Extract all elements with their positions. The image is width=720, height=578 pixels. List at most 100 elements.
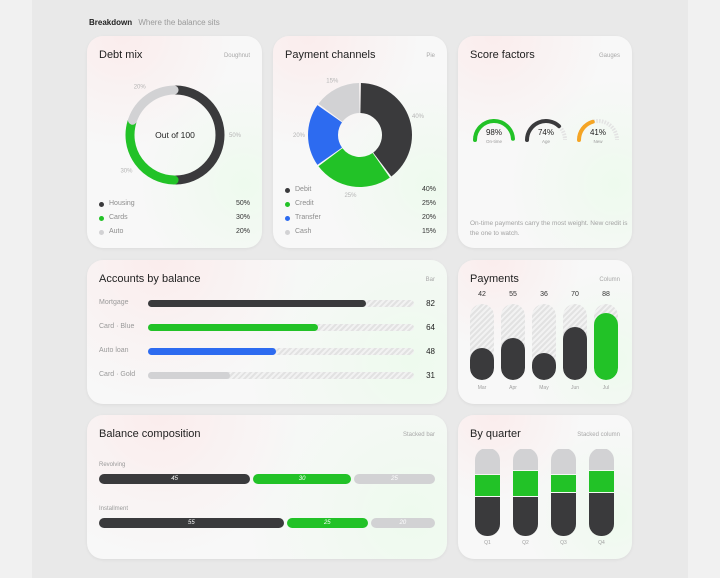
gauge-fill-age [525,119,562,142]
pie-ring-label: 25% [344,193,357,199]
composition-row-label: Revolving [99,462,126,468]
legend-label: Transfer [295,214,321,221]
quarter-segment [551,475,576,492]
legend-item: Housing 50% [99,200,250,210]
gauge-label: Age [542,139,551,144]
quarter-column: Q1 [475,448,500,548]
legend-label: Debit [295,186,312,193]
legend-dot [285,230,290,235]
legend-item: Credit 25% [285,200,436,210]
donut-slice-housing [171,85,225,185]
pie-ring-label: 40% [412,114,425,120]
legend-dot [99,230,104,235]
account-bar-fill [148,324,319,331]
quarter-segment [513,449,538,470]
gauge-value: 74% [538,128,554,137]
quarter-track [551,448,576,536]
payment-column: 55 Apr [501,290,525,394]
card-title: Debt mix [99,49,143,61]
legend-value: 20% [421,214,436,221]
account-value: 48 [426,347,435,356]
quarter-column: Q3 [551,448,576,548]
legend-value: 40% [421,186,436,193]
quarters-card: By quarter Stacked column Q1 Q2 Q3 Q4 [458,415,632,559]
quarter-segment [551,449,576,475]
payment-value: 36 [540,291,548,298]
card-title: Balance composition [99,428,201,440]
legend-label: Credit [295,200,314,207]
payment-fill [532,352,556,380]
payment-track [501,304,525,380]
account-label: Card · Blue [99,323,135,330]
card-title: Payment channels [285,49,376,61]
quarter-segment [589,493,614,536]
section-header: Breakdown Where the balance sits [89,18,220,27]
account-value: 82 [426,299,435,308]
quarter-segment [475,475,500,497]
donut-ring-label: 20% [134,84,147,90]
chart-type-tag: Stacked column [577,432,620,438]
legend-label: Cash [295,228,312,235]
composition-segment: 30 [253,474,351,484]
chart-type-tag: Gauges [598,53,620,59]
composition-segment: 45 [99,474,251,484]
payment-value: 55 [509,291,517,298]
legend-item: Debit 40% [285,186,436,196]
donut-slice-cards [125,117,179,185]
chart-type-tag: Bar [425,277,435,283]
payment-value: 70 [571,291,579,298]
composition-row-label: Installment [99,506,129,512]
donut-slice-auto [128,85,179,125]
account-bar-fill [148,348,276,355]
pie-slice-debit [360,83,412,177]
legend-value: 25% [421,200,436,207]
account-bar-fill [148,300,367,307]
gauge-value: 41% [590,128,606,137]
debt-mix-donut: 50% 30% 20% Out of 100 [120,84,242,185]
quarter-segment [513,497,538,536]
quarter-label: Q1 [484,540,491,546]
legend-dot [99,202,104,207]
account-bar-track [148,348,414,355]
payment-month: May [539,385,549,391]
payment-column: 88 Jul [594,290,618,394]
gauge-fill-new [577,119,595,142]
left-margin [0,0,32,578]
quarter-track [589,448,614,536]
legend-value: 50% [235,200,250,207]
card-title: Payments [470,273,519,285]
donut-center-label: Out of 100 [155,130,195,140]
quarter-column: Q2 [513,448,538,548]
quarter-column: Q4 [589,448,614,548]
payment-column: 36 May [532,290,556,394]
quarter-label: Q3 [560,540,567,546]
gauge-track [577,119,619,141]
legend-dot [285,202,290,207]
account-bar-row: Auto loan 48 [99,347,435,357]
payment-column: 70 Jun [563,290,587,394]
account-label: Mortgage [99,299,129,306]
pie-ring-label: 20% [293,133,306,139]
payment-fill [470,348,494,380]
composition-segment: 55 [99,518,284,528]
quarter-segment [475,449,500,475]
composition-stacked-bar: 55 25 20 [99,518,435,528]
composition-card: Balance composition Stacked bar Revolvin… [87,415,447,559]
gauge-value: 98% [486,128,502,137]
payment-value: 88 [602,291,610,298]
chart-type-tag: Stacked bar [402,432,435,438]
chart-type-tag: Pie [426,53,435,59]
legend-label: Auto [109,228,124,235]
legend-value: 30% [235,214,250,221]
payment-track [532,304,556,380]
chart-type-tag: Column [599,277,620,283]
score-factors-card: Score factors Gauges 98% On-time 74% Age 41%… [458,36,632,248]
section-title: Breakdown [89,18,133,27]
quarter-segment [589,449,614,470]
quarter-track [475,448,500,536]
quarter-segment [475,497,500,536]
payment-value: 42 [478,291,486,298]
payment-track [563,304,587,380]
section-subtitle: Where the balance sits [138,18,220,27]
legend-item: Cash 15% [285,228,436,238]
